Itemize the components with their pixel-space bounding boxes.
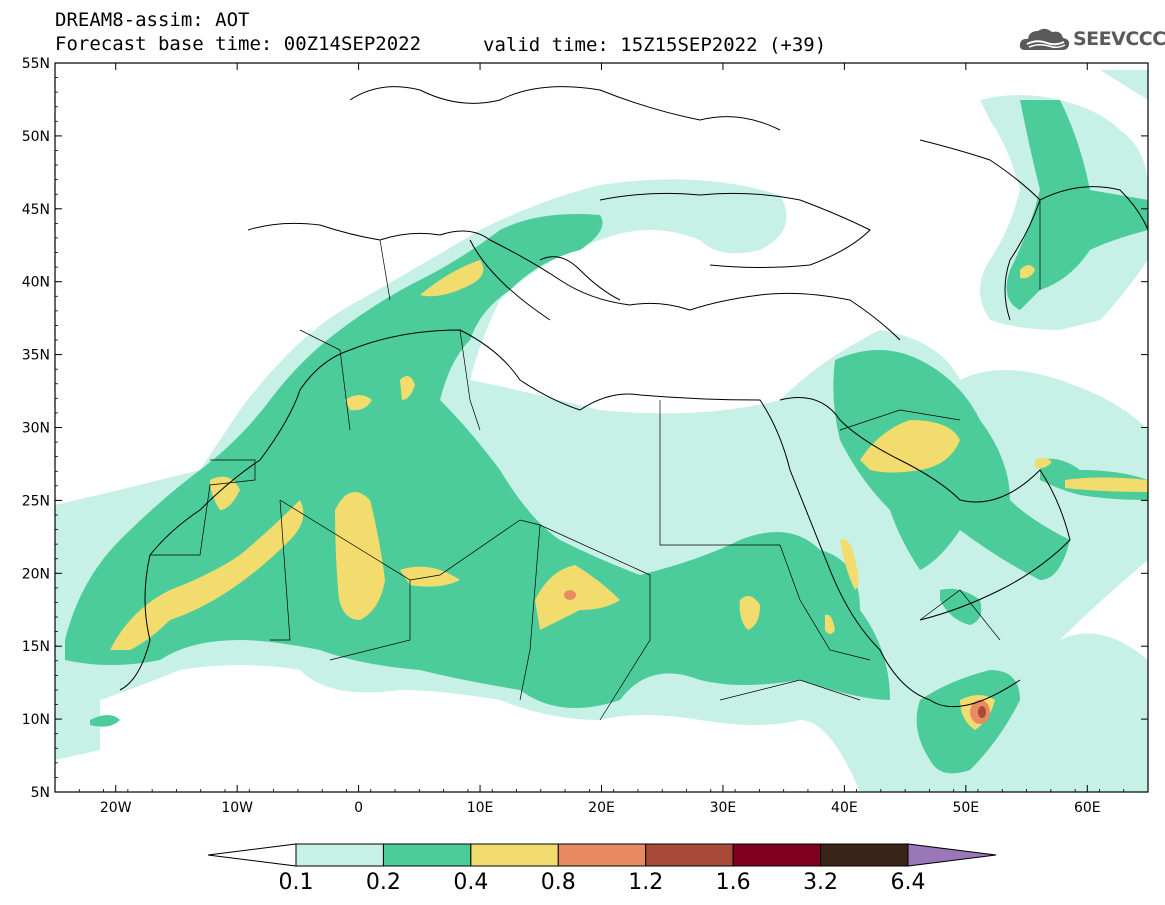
map-axes: 55N 50N 45N 40N 35N 30N 25N 20N 15N 10N 5N 20W 10W 0 1… [22, 56, 1149, 816]
colorbar-level-label: 0.1 [278, 870, 314, 895]
colorbar [207, 843, 997, 867]
lat-label: 55N [22, 56, 50, 72]
forecast-base-time: Forecast base time: 00Z14SEP2022 [55, 33, 422, 55]
lon-label: 10W [221, 800, 253, 816]
lat-label: 35N [22, 348, 50, 364]
lon-label: 20E [588, 800, 615, 816]
aot-level-1.2 [978, 706, 986, 718]
lon-label: 60E [1074, 800, 1101, 816]
cloud-logo-icon [1019, 28, 1070, 50]
coastlines [119, 86, 1148, 708]
map-title: DREAM8-assim: AOT [55, 9, 250, 31]
colorbar-segment [557, 843, 647, 867]
lon-label: 10E [467, 800, 494, 816]
seevccc-logo: SEEVCCC [1017, 22, 1165, 58]
colorbar-level-label: 3.2 [803, 870, 839, 895]
lon-label: 0 [354, 800, 363, 816]
logo-text: SEEVCCC [1073, 28, 1165, 50]
colorbar-under-arrow [207, 843, 297, 867]
lon-label: 50E [952, 800, 979, 816]
colorbar-segment [470, 843, 559, 867]
colorbar-level-label: 0.8 [540, 870, 576, 895]
lat-label: 30N [22, 421, 50, 437]
lat-label: 20N [22, 566, 50, 582]
country-borders [150, 200, 1041, 721]
colorbar-level-label: 0.2 [365, 870, 401, 895]
map-plot-area [55, 63, 1148, 792]
colorbar-over-arrow [907, 843, 997, 867]
colorbar-level-label: 1.6 [715, 870, 751, 895]
aot-level-0.4 [110, 260, 1148, 730]
valid-time: valid time: 15Z15SEP2022 (+39) [483, 34, 827, 56]
colorbar-segment [382, 843, 472, 867]
colorbar-level-label: 6.4 [890, 870, 926, 895]
lat-label: 25N [22, 493, 50, 509]
lon-label: 30E [710, 800, 737, 816]
colorbar-segment [820, 843, 909, 867]
lat-label: 45N [22, 202, 50, 218]
lat-label: 50N [22, 129, 50, 145]
lat-label: 15N [22, 639, 50, 655]
colorbar-level-label: 0.4 [453, 870, 489, 895]
lat-label: 40N [22, 275, 50, 291]
colorbar-segment [645, 843, 734, 867]
colorbar-level-label: 1.2 [628, 870, 664, 895]
lat-label: 10N [22, 712, 50, 728]
colorbar-segment [732, 843, 822, 867]
lon-label: 40E [831, 800, 858, 816]
colorbar-segment [295, 843, 384, 867]
lon-label: 20W [100, 800, 132, 816]
lat-label: 5N [31, 785, 50, 801]
